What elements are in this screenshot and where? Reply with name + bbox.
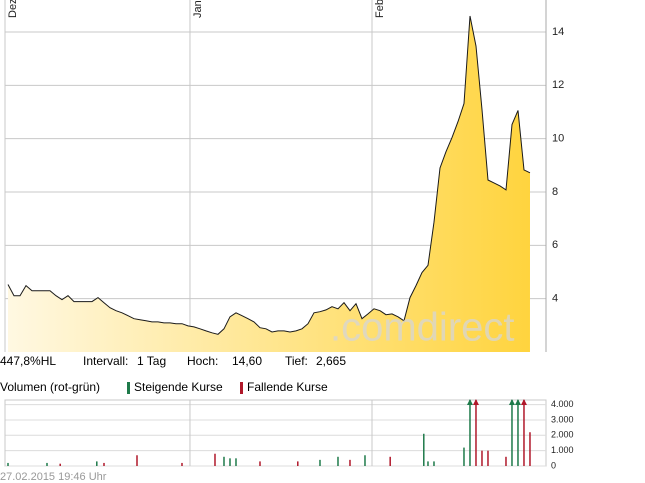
y-tick-label: 14: [552, 26, 564, 38]
y-tick-label: 1.000: [551, 445, 574, 455]
change: 447,8%HL: [0, 354, 56, 368]
clip-arrow: [472, 399, 479, 405]
y-tick-label: 0: [551, 460, 556, 470]
x-tick-label: Jan: [192, 0, 204, 18]
high-label: Hoch:: [187, 354, 218, 368]
y-tick-label: 12: [552, 79, 564, 91]
y-tick-label: 2.000: [551, 430, 574, 440]
watermark: .comdirect: [330, 306, 515, 350]
high: 14,60: [232, 354, 262, 368]
clip-arrow: [466, 399, 473, 405]
clip-arrow: [508, 399, 515, 405]
x-tick-label: Feb: [374, 0, 386, 18]
clip-arrow: [520, 399, 527, 405]
y-tick-label: 10: [552, 133, 564, 145]
y-tick-label: 4.000: [551, 399, 574, 409]
interval: 1 Tag: [137, 354, 166, 368]
interval-label: Intervall:: [83, 354, 128, 368]
x-tick-label: Dez: [7, 0, 19, 18]
price-line: [7, 15, 531, 335]
y-tick-label: 3.000: [551, 414, 574, 424]
volume-title: Volumen (rot-grün): [0, 380, 100, 394]
low-label: Tief:: [285, 354, 308, 368]
legend-label: Fallende Kurse: [247, 380, 328, 394]
volume-frame: [4, 399, 547, 467]
clip-arrow: [514, 399, 521, 405]
timestamp: 27.02.2015 19:46 Uhr: [0, 471, 107, 483]
y-tick-label: 6: [552, 239, 558, 251]
legend-swatch: [127, 382, 130, 394]
price-area: [7, 16, 531, 352]
legend-swatch: [240, 382, 243, 394]
y-tick-label: 8: [552, 186, 558, 198]
y-tick-label: 4: [552, 293, 558, 305]
low: 2,665: [316, 354, 346, 368]
legend-label: Steigende Kurse: [134, 380, 223, 394]
